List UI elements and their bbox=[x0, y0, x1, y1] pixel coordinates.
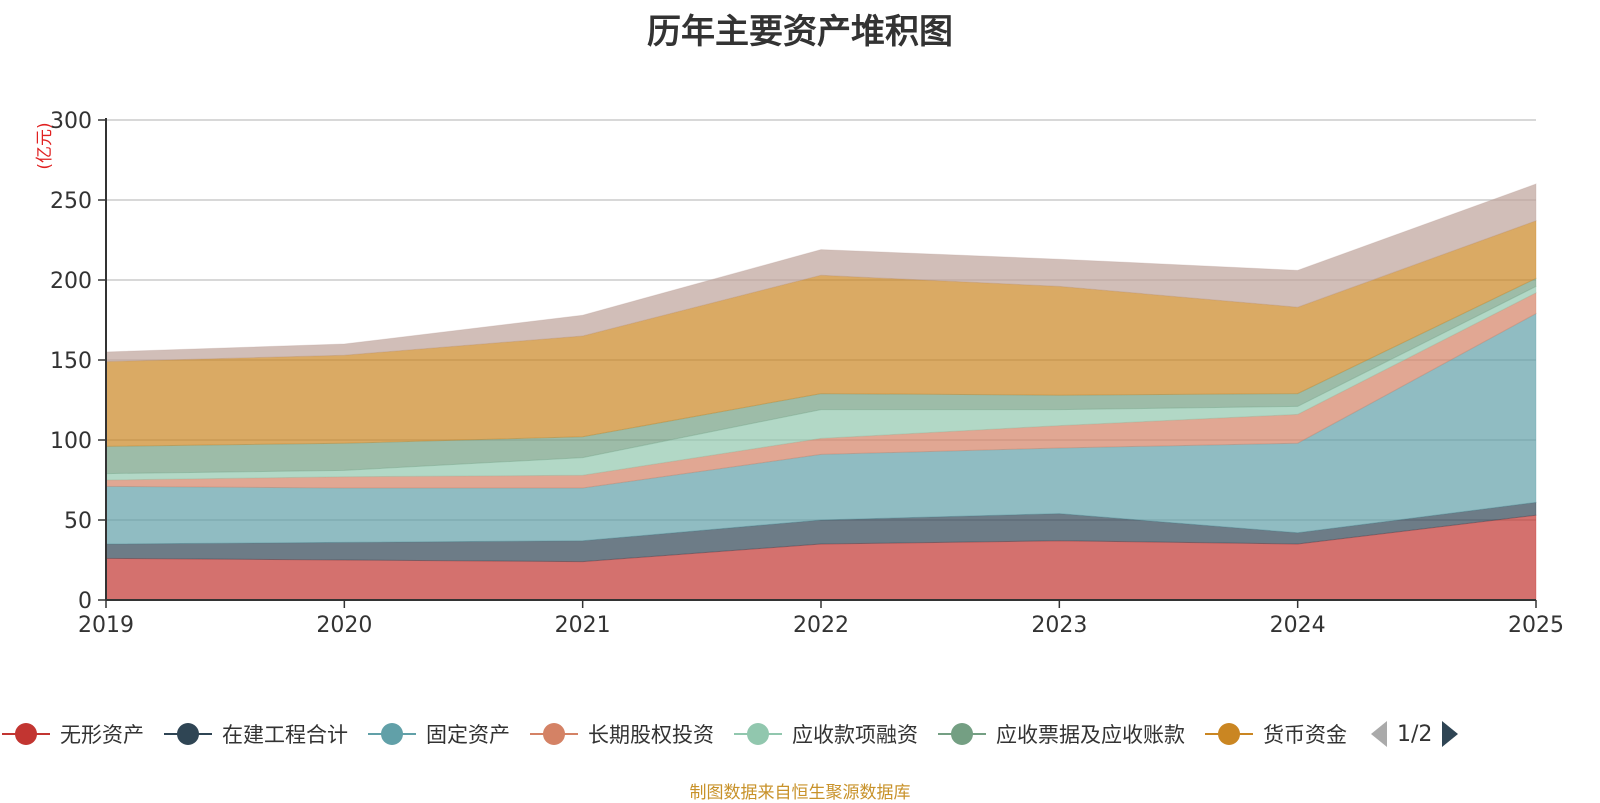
legend-pager: 1/2 bbox=[1369, 719, 1460, 749]
legend-item-1[interactable]: 在建工程合计 bbox=[162, 719, 348, 749]
area-series-4[interactable] bbox=[105, 285, 1537, 481]
legend-item-2[interactable]: 固定资产 bbox=[366, 719, 510, 749]
legend-next-page-icon[interactable] bbox=[1440, 719, 1460, 749]
x-tick-label-2022: 2022 bbox=[793, 613, 849, 638]
area-series-6[interactable] bbox=[105, 220, 1537, 447]
x-tick-label-2025: 2025 bbox=[1508, 613, 1564, 638]
axes: 0 50 100 150 200 250 300 2019 2020 2021 2022 2023 20… bbox=[50, 109, 1564, 638]
legend-item-5[interactable]: 应收票据及应收账款 bbox=[936, 719, 1185, 749]
legend-label: 货币资金 bbox=[1263, 723, 1347, 747]
y-tick-label: 50 bbox=[64, 509, 92, 534]
legend-label: 无形资产 bbox=[60, 723, 144, 747]
legend-marker-icon bbox=[938, 723, 986, 745]
x-tick-label-2024: 2024 bbox=[1270, 613, 1326, 638]
legend-marker-icon bbox=[2, 723, 50, 745]
y-tick-label: 300 bbox=[50, 109, 92, 134]
legend-item-3[interactable]: 长期股权投资 bbox=[528, 719, 714, 749]
legend-page-indicator: 1/2 bbox=[1397, 721, 1433, 747]
y-tick-label: 250 bbox=[50, 189, 92, 214]
legend-marker-icon bbox=[164, 723, 212, 745]
legend-marker-icon bbox=[530, 723, 578, 745]
legend-label: 在建工程合计 bbox=[222, 723, 348, 747]
area-series-2[interactable] bbox=[105, 312, 1537, 545]
legend-label: 应收票据及应收账款 bbox=[996, 723, 1185, 747]
legend-prev-page-icon[interactable] bbox=[1369, 719, 1389, 749]
y-tick-label: 100 bbox=[50, 429, 92, 454]
area-series-7[interactable] bbox=[105, 183, 1537, 363]
legend-item-6[interactable]: 货币资金 bbox=[1203, 719, 1347, 749]
y-tick-label: 0 bbox=[78, 589, 92, 614]
legend-item-4[interactable]: 应收款项融资 bbox=[732, 719, 918, 749]
legend-marker-icon bbox=[1205, 723, 1253, 745]
y-tick-label: 150 bbox=[50, 349, 92, 374]
x-tick-label-2020: 2020 bbox=[316, 613, 372, 638]
x-tick-label-2023: 2023 bbox=[1031, 613, 1087, 638]
legend: 无形资产 在建工程合计 固定资产 长期股权投资 应收款项融资 应收票据及应收账款 货币资金 1… bbox=[0, 716, 1460, 752]
legend-label: 长期股权投资 bbox=[588, 723, 714, 747]
x-tick-label-2019: 2019 bbox=[78, 613, 134, 638]
legend-label: 固定资产 bbox=[426, 723, 510, 747]
legend-marker-icon bbox=[368, 723, 416, 745]
legend-item-0[interactable]: 无形资产 bbox=[0, 719, 144, 749]
legend-marker-icon bbox=[734, 723, 782, 745]
area-series bbox=[105, 183, 1537, 601]
chart-title: 历年主要资产堆积图 bbox=[647, 12, 953, 52]
area-series-3[interactable] bbox=[105, 291, 1537, 489]
y-axis-unit-label: (亿元) bbox=[35, 122, 55, 169]
y-tick-label: 200 bbox=[50, 269, 92, 294]
legend-label: 应收款项融资 bbox=[792, 723, 918, 747]
x-tick-label-2021: 2021 bbox=[555, 613, 611, 638]
area-series-5[interactable] bbox=[105, 277, 1537, 475]
source-note: 制图数据来自恒生聚源数据库 bbox=[689, 783, 911, 803]
